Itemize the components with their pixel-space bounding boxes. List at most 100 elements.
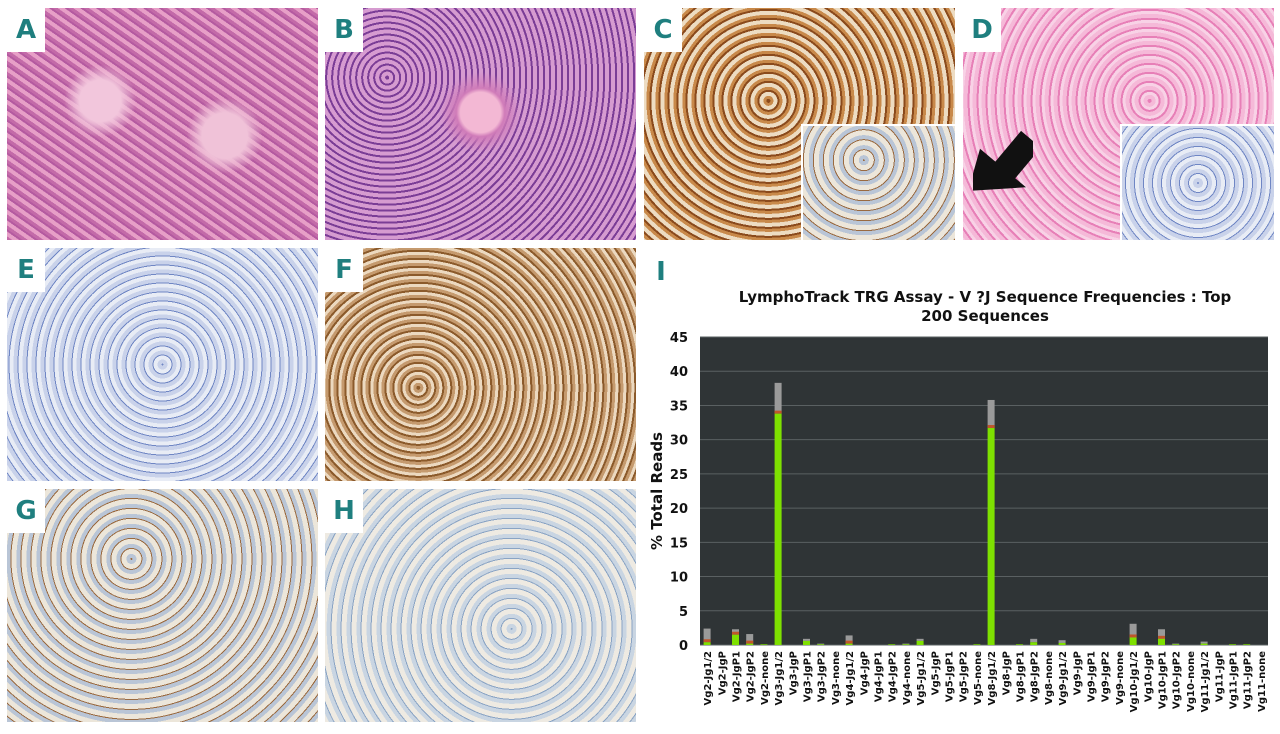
bar-segment-other xyxy=(1158,629,1165,639)
bar xyxy=(1016,644,1023,645)
bar-segment-other xyxy=(1200,641,1208,644)
bar xyxy=(1129,637,1137,645)
y-axis-label: % Total Reads xyxy=(648,432,666,550)
bar xyxy=(1200,643,1208,645)
y-tick-label: 15 xyxy=(670,536,688,551)
panel-b-micrograph: B xyxy=(325,8,636,240)
x-tick-label: Vg5-JgP1 xyxy=(945,651,956,702)
bar xyxy=(817,644,825,645)
bar-segment-minor xyxy=(1129,634,1137,638)
bar-chart: LymphoTrack TRG Assay - V ?J Sequence Fr… xyxy=(648,288,1268,712)
y-tick-label: 35 xyxy=(670,399,688,414)
panel-f-micrograph: F xyxy=(325,248,636,481)
chart-title: LymphoTrack TRG Assay - V ?J Sequence Fr… xyxy=(739,288,1232,306)
bar-segment-other xyxy=(1030,638,1038,643)
bar xyxy=(774,413,782,645)
panel-label: F xyxy=(325,248,363,292)
y-tick-label: 20 xyxy=(670,502,688,517)
y-tick-label: 0 xyxy=(679,639,688,654)
x-tick-label: Vg11-none xyxy=(1257,651,1268,712)
x-tick-label: Vg9-JgP1 xyxy=(1087,651,1098,702)
y-tick-label: 30 xyxy=(670,434,688,449)
x-tick-label: Vg5-none xyxy=(973,651,984,705)
panel-e-micrograph: E xyxy=(7,248,318,481)
panel-label: A xyxy=(7,8,45,52)
x-tick-label: Vg8-JgP1 xyxy=(1016,651,1027,702)
x-tick-label: Vg5-JgP xyxy=(930,651,941,695)
x-tick-label: Vg10-JgP xyxy=(1143,651,1154,702)
bar-segment-other xyxy=(1129,623,1137,638)
arrow-icon xyxy=(973,130,1033,191)
bar-segment-other xyxy=(1172,643,1180,645)
bar-segment-minor xyxy=(987,425,995,429)
x-tick-label: Vg5-Jg1/2 xyxy=(916,651,927,705)
bar-segment-minor xyxy=(746,640,754,644)
bar xyxy=(1158,638,1165,645)
panel-i-chart: I LymphoTrack TRG Assay - V ?J Sequence … xyxy=(640,250,1280,730)
panel-c-micrograph: C xyxy=(644,8,955,240)
bar-segment-minor xyxy=(703,639,711,643)
x-tick-label: Vg2-Jg1/2 xyxy=(703,651,714,705)
x-tick-label: Vg9-JgP xyxy=(1072,651,1083,695)
y-tick-label: 10 xyxy=(670,571,688,586)
bar-segment-other xyxy=(774,382,782,414)
panel-label: H xyxy=(325,489,363,533)
bar xyxy=(888,644,896,645)
bar xyxy=(987,428,995,645)
panel-label: G xyxy=(7,489,45,533)
plot-area xyxy=(700,337,1268,645)
x-tick-label: Vg11-JgP1 xyxy=(1229,651,1240,709)
x-tick-label: Vg2-JgP xyxy=(717,651,728,695)
x-tick-label: Vg3-JgP2 xyxy=(817,651,828,702)
x-tick-label: Vg4-Jg1/2 xyxy=(845,651,856,705)
bar xyxy=(1030,642,1038,645)
panel-c-inset xyxy=(801,124,955,240)
bar xyxy=(902,644,910,645)
bar xyxy=(703,642,711,645)
bar-segment-other xyxy=(1058,640,1066,643)
panel-label: E xyxy=(7,248,45,292)
bar xyxy=(973,644,981,645)
y-tick-label: 45 xyxy=(670,331,688,346)
bar-segment-other xyxy=(845,635,853,644)
panel-a-micrograph: A xyxy=(7,8,318,240)
panel-h-micrograph: H xyxy=(325,489,636,722)
y-tick-label: 25 xyxy=(670,468,688,483)
x-tick-label: Vg8-JgP2 xyxy=(1030,651,1041,702)
bar xyxy=(732,634,739,645)
bar-segment-other xyxy=(987,399,995,429)
bar xyxy=(803,640,810,645)
bar xyxy=(1058,642,1066,645)
x-tick-label: Vg11-JgP2 xyxy=(1243,651,1254,709)
x-tick-label: Vg11-JgP xyxy=(1214,651,1225,702)
bar-segment-other xyxy=(817,643,825,645)
bar xyxy=(1172,644,1180,645)
y-tick-label: 5 xyxy=(679,605,688,620)
x-tick-label: Vg2-JgP1 xyxy=(732,651,743,702)
x-tick-label: Vg2-JgP2 xyxy=(746,651,757,702)
x-tick-label: Vg4-none xyxy=(902,651,913,705)
x-tick-label: Vg9-none xyxy=(1115,651,1126,705)
bar-segment-minor xyxy=(774,410,782,414)
x-tick-label: Vg3-JgP1 xyxy=(803,651,814,702)
panel-g-micrograph: G xyxy=(7,489,318,722)
x-tick-label: Vg10-none xyxy=(1186,651,1197,712)
panel-label: I xyxy=(642,250,680,294)
x-tick-label: Vg4-JgP xyxy=(859,651,870,695)
x-tick-label: Vg11-Jg1/2 xyxy=(1200,651,1211,712)
panel-d-inset xyxy=(1120,124,1274,240)
x-tick-label: Vg3-none xyxy=(831,651,842,705)
panel-label: B xyxy=(325,8,363,52)
bar-segment-minor xyxy=(732,631,739,635)
x-tick-label: Vg10-JgP2 xyxy=(1172,651,1183,709)
x-tick-label: Vg5-JgP2 xyxy=(959,651,970,702)
panel-label: C xyxy=(644,8,682,52)
bar xyxy=(916,640,924,645)
bar-segment-other xyxy=(803,638,810,641)
panel-d-micrograph: D xyxy=(963,8,1274,240)
bar xyxy=(746,643,754,645)
bar-segment-minor xyxy=(1158,635,1165,639)
chart-title: 200 Sequences xyxy=(921,307,1049,325)
x-tick-label: Vg9-Jg1/2 xyxy=(1058,651,1069,705)
bar xyxy=(1229,644,1236,645)
